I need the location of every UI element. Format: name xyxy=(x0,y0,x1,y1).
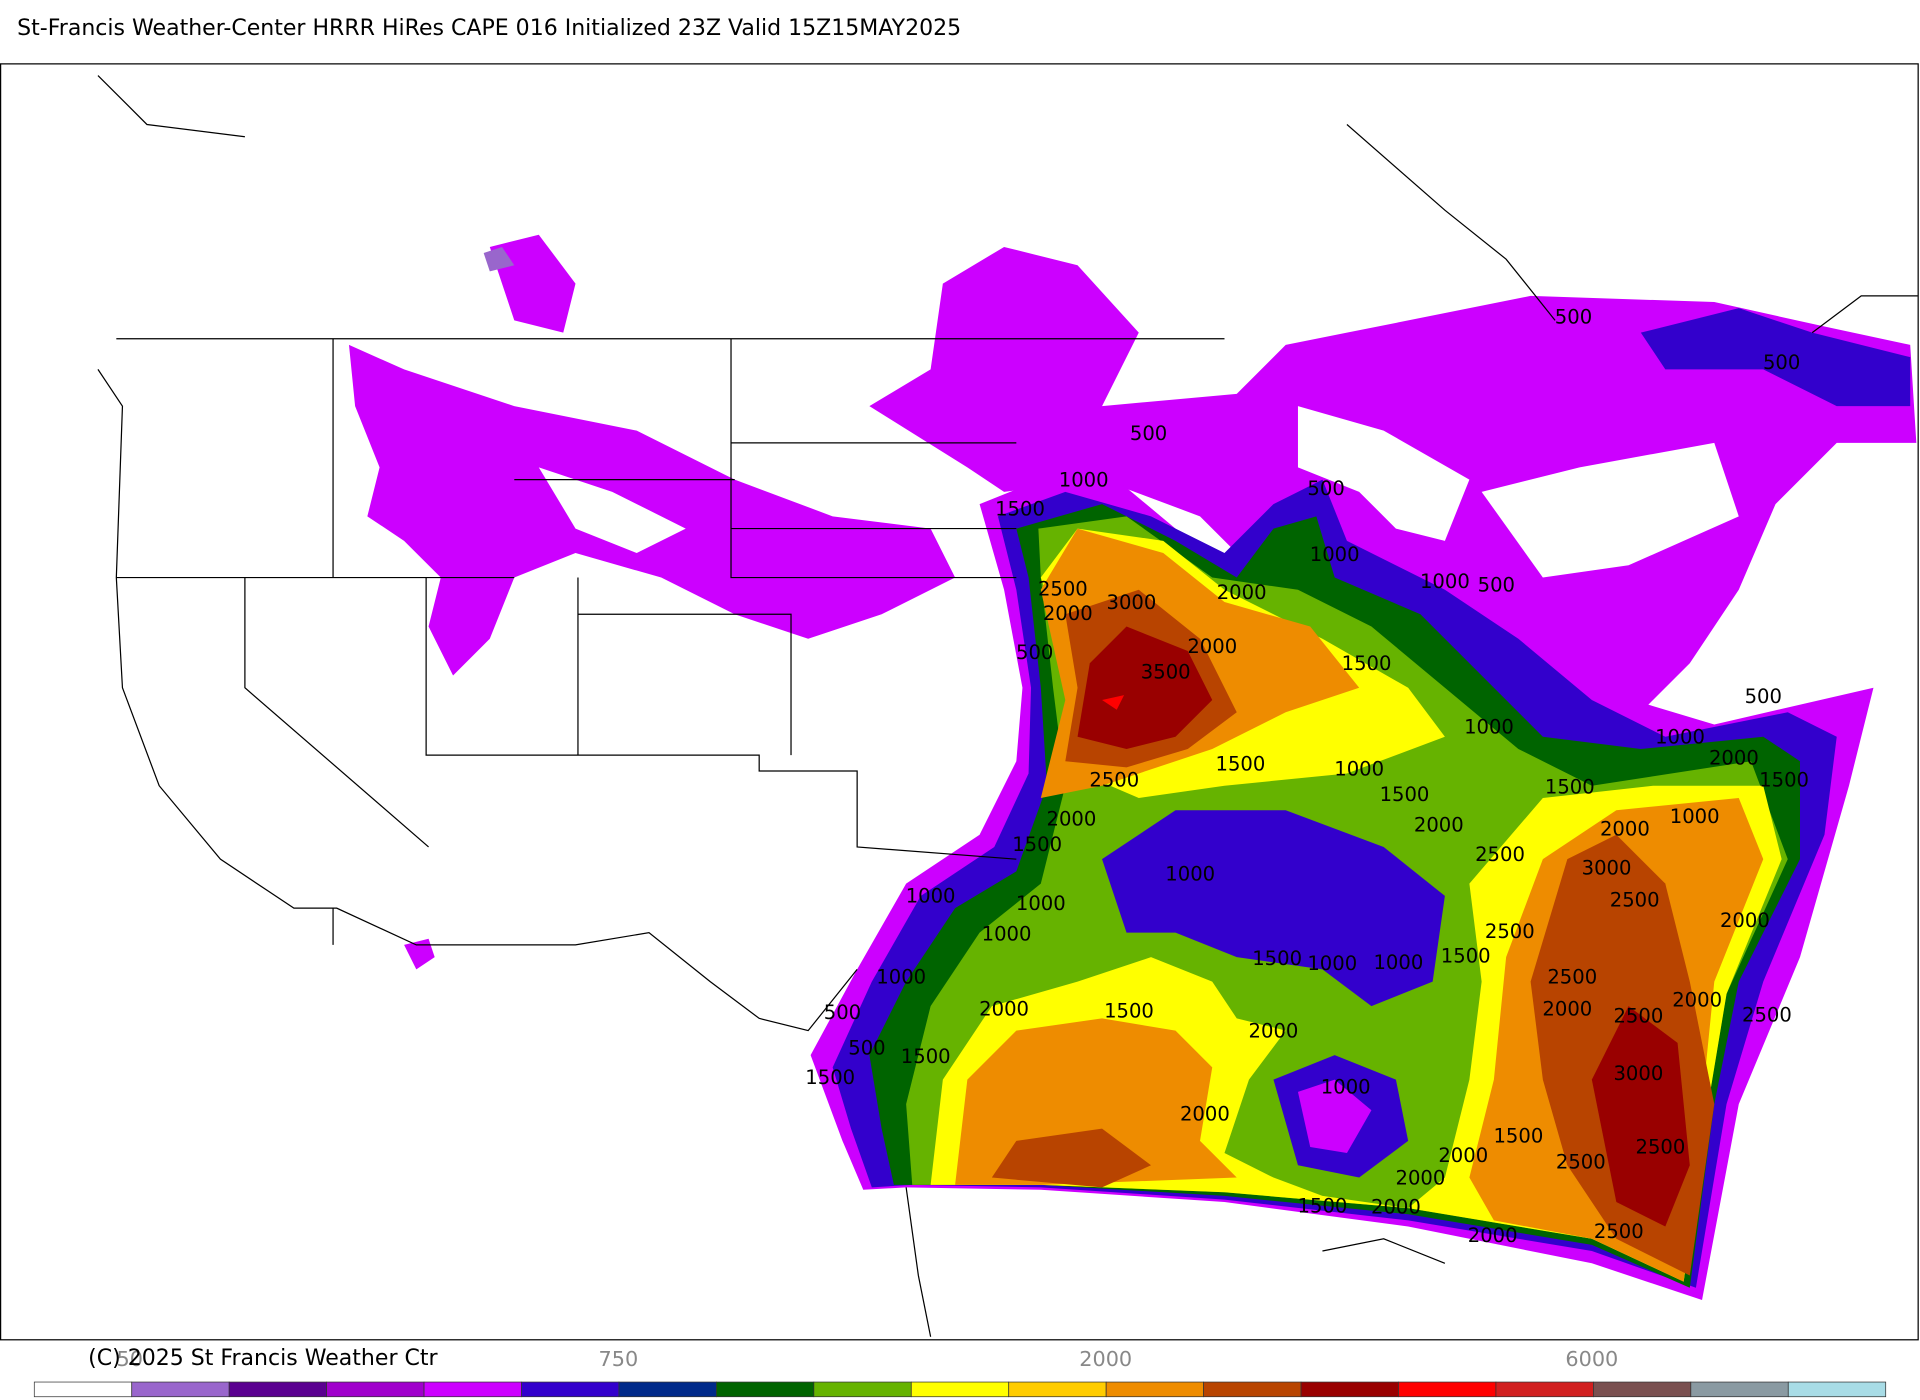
colorbar-label: 2000 xyxy=(1079,1347,1132,1371)
contour-label: 500 xyxy=(1745,685,1782,708)
contour-label: 1500 xyxy=(1493,1125,1543,1148)
colorbar-swatch xyxy=(131,1381,230,1398)
colorbar-swatch xyxy=(716,1381,815,1398)
contour-label: 500 xyxy=(824,1001,861,1024)
contour-label: 1500 xyxy=(1012,833,1062,856)
colorbar-swatch xyxy=(618,1381,717,1398)
contour-label: 1000 xyxy=(982,923,1032,946)
contour-label: 1500 xyxy=(1298,1194,1348,1217)
colorbar-swatch xyxy=(326,1381,425,1398)
contour-label: 2500 xyxy=(1475,843,1525,866)
colorbar-swatch xyxy=(910,1381,1010,1398)
contour-label: 3000 xyxy=(1582,856,1632,879)
contour-label: 3000 xyxy=(1613,1062,1663,1085)
colorbar-swatch xyxy=(1300,1381,1399,1398)
contour-label: 2000 xyxy=(1395,1166,1445,1189)
colorbar-swatch xyxy=(1008,1381,1107,1398)
colorbar-swatch xyxy=(1203,1381,1302,1398)
contour-label: 2000 xyxy=(1217,581,1267,604)
contour-label: 1000 xyxy=(1373,951,1423,974)
contour-label: 1000 xyxy=(1307,952,1357,975)
contour-label: 2000 xyxy=(1043,602,1093,625)
contour-label: 1000 xyxy=(906,885,956,908)
contour-label: 1000 xyxy=(1016,892,1066,915)
contour-label: 500 xyxy=(1478,574,1515,597)
contour-label: 1500 xyxy=(995,498,1045,521)
contour-label: 2000 xyxy=(1468,1224,1518,1247)
contour-label: 2500 xyxy=(1635,1136,1685,1159)
contour-label: 2000 xyxy=(1542,997,1592,1020)
contour-label: 500 xyxy=(1763,351,1800,374)
colorbar-swatch xyxy=(1593,1381,1692,1398)
contour-label: 500 xyxy=(1555,305,1592,328)
contour-label: 500 xyxy=(848,1036,885,1059)
colorbar-label: 50 xyxy=(117,1347,143,1371)
colorbar-swatch xyxy=(813,1381,912,1398)
contour-label: 500 xyxy=(1016,641,1053,664)
colorbar-label: 6000 xyxy=(1565,1347,1618,1371)
boundaries xyxy=(97,75,1918,1337)
contour-label: 2500 xyxy=(1610,888,1660,911)
contour-label: 1000 xyxy=(1321,1076,1371,1099)
contour-label: 1000 xyxy=(1420,570,1470,593)
contour-label: 1000 xyxy=(1670,805,1720,828)
map-title: St-Francis Weather-Center HRRR HiRes CAP… xyxy=(17,16,961,41)
contour-label: 1500 xyxy=(1759,768,1809,791)
contour-label: 3000 xyxy=(1107,591,1157,614)
contour-label: 1500 xyxy=(1380,783,1430,806)
contour-label: 2000 xyxy=(1600,817,1650,840)
contour-label: 1000 xyxy=(1310,543,1360,566)
colorbar-swatch xyxy=(423,1381,522,1398)
contour-label: 3500 xyxy=(1141,661,1191,684)
contour-label: 2000 xyxy=(1371,1196,1421,1219)
contour-label: 2000 xyxy=(1187,635,1237,658)
contour-label: 1500 xyxy=(1104,1000,1154,1023)
contour-label: 1000 xyxy=(876,965,926,988)
contour-label: 2500 xyxy=(1089,768,1139,791)
contour-label: 1000 xyxy=(1165,863,1215,886)
contour-label: 1000 xyxy=(1334,757,1384,780)
contour-label: 1500 xyxy=(1441,945,1491,968)
contour-label: 2000 xyxy=(979,997,1029,1020)
contour-label: 2000 xyxy=(1047,807,1097,830)
colorbar-swatch xyxy=(1690,1381,1789,1398)
contour-label: 2500 xyxy=(1594,1220,1644,1243)
contour-label: 500 xyxy=(1130,422,1167,445)
contour-label: 2000 xyxy=(1709,746,1759,769)
colorbar-swatch xyxy=(1495,1381,1594,1398)
colorbar-swatch xyxy=(521,1381,620,1398)
contour-label: 2500 xyxy=(1556,1150,1606,1173)
contour-label: 2500 xyxy=(1038,577,1088,600)
contour-label: 1500 xyxy=(1252,947,1302,970)
contour-label: 1500 xyxy=(1342,652,1392,675)
copyright: (C) 2025 St Francis Weather Ctr xyxy=(88,1346,438,1371)
contour-label: 1500 xyxy=(901,1045,951,1068)
contour-label: 1000 xyxy=(1059,468,1109,491)
contour-label: 2000 xyxy=(1672,989,1722,1012)
contour-label: 500 xyxy=(1307,477,1344,500)
contour-label: 2500 xyxy=(1742,1003,1792,1026)
colorbar-swatch xyxy=(1787,1381,1887,1398)
cape-field xyxy=(348,234,1917,1300)
colorbar-swatch xyxy=(33,1381,133,1398)
contour-label: 1500 xyxy=(1215,752,1265,775)
colorbar-swatch xyxy=(228,1381,327,1398)
contour-label: 2000 xyxy=(1180,1103,1230,1126)
contour-label: 2500 xyxy=(1485,920,1535,943)
contour-label: 1000 xyxy=(1655,725,1705,748)
contour-label: 2000 xyxy=(1438,1144,1488,1167)
contour-label: 2500 xyxy=(1613,1005,1663,1028)
colorbar-label: 750 xyxy=(599,1347,639,1371)
contour-label: 1000 xyxy=(1464,716,1514,739)
contour-label: 2000 xyxy=(1249,1019,1299,1042)
colorbar-swatch xyxy=(1105,1381,1204,1398)
colorbar-swatch xyxy=(1398,1381,1497,1398)
contour-label: 2500 xyxy=(1547,965,1597,988)
contour-label: 2000 xyxy=(1414,814,1464,837)
contour-label: 1500 xyxy=(1545,776,1595,799)
contour-label: 1500 xyxy=(805,1066,855,1089)
contour-label: 2000 xyxy=(1720,909,1770,932)
